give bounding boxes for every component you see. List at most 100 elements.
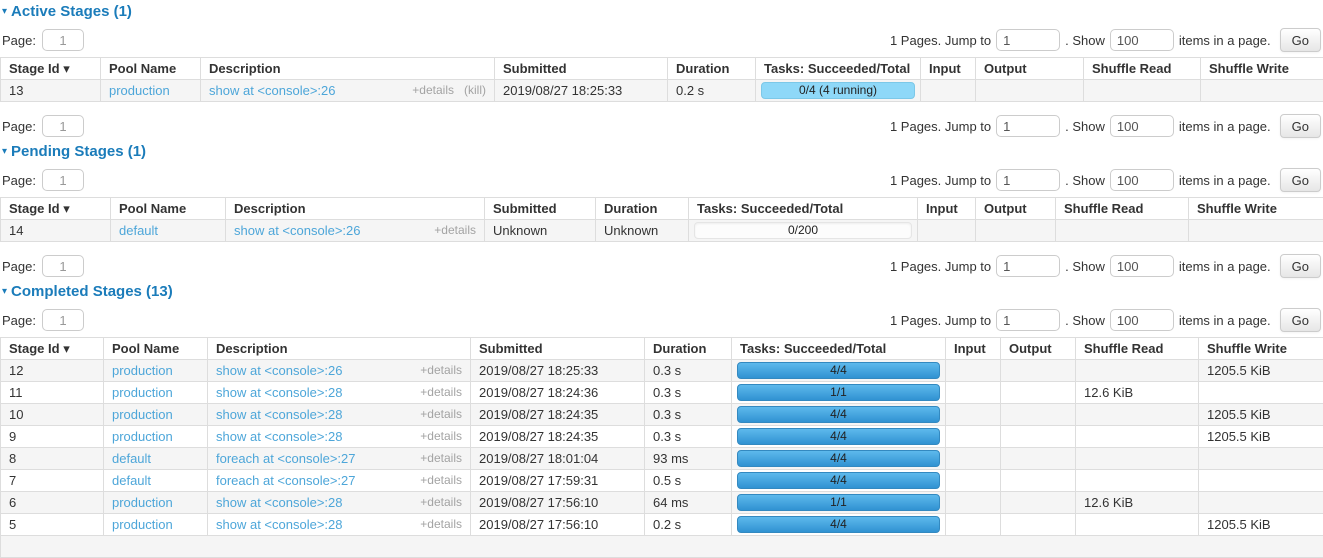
description-link[interactable]: show at <console>:28 xyxy=(216,517,342,532)
pool-name-cell: production xyxy=(104,382,208,404)
pool-name-link[interactable]: production xyxy=(109,83,170,98)
column-header-input[interactable]: Input xyxy=(921,58,976,80)
input-cell xyxy=(946,492,1001,514)
column-header-description[interactable]: Description xyxy=(201,58,495,80)
column-header-duration[interactable]: Duration xyxy=(668,58,756,80)
column-header-submitted[interactable]: Submitted xyxy=(485,198,596,220)
output-cell xyxy=(1001,448,1076,470)
description-link[interactable]: show at <console>:28 xyxy=(216,407,342,422)
jump-to-page-input[interactable] xyxy=(996,29,1060,51)
description-link[interactable]: show at <console>:26 xyxy=(234,223,360,238)
input-cell xyxy=(946,470,1001,492)
column-header-stage-id[interactable]: Stage Id ▾ xyxy=(1,338,104,360)
column-header-label: Shuffle Read xyxy=(1084,341,1163,356)
go-button[interactable]: Go xyxy=(1280,28,1321,52)
page-size-input[interactable] xyxy=(1110,255,1174,277)
pool-name-link[interactable]: default xyxy=(112,473,151,488)
details-toggle-link[interactable]: +details xyxy=(420,473,462,488)
description-link[interactable]: foreach at <console>:27 xyxy=(216,473,356,488)
column-header-shuffle-read[interactable]: Shuffle Read xyxy=(1056,198,1189,220)
pages-info-label: 1 Pages. Jump to xyxy=(890,313,991,328)
column-header-label: Shuffle Write xyxy=(1207,341,1287,356)
page-number-input[interactable] xyxy=(42,115,84,137)
page-number-input[interactable] xyxy=(42,309,84,331)
jump-to-page-input[interactable] xyxy=(996,115,1060,137)
column-header-submitted[interactable]: Submitted xyxy=(471,338,645,360)
column-header-output[interactable]: Output xyxy=(1001,338,1076,360)
pool-name-link[interactable]: production xyxy=(112,407,173,422)
pool-name-link[interactable]: production xyxy=(112,495,173,510)
column-header-shuffle-write[interactable]: Shuffle Write xyxy=(1201,58,1323,80)
description-link[interactable]: show at <console>:26 xyxy=(216,363,342,378)
go-button[interactable]: Go xyxy=(1280,168,1321,192)
page-size-input[interactable] xyxy=(1110,309,1174,331)
output-cell xyxy=(1001,382,1076,404)
section-header-completed-stages[interactable]: ▾Completed Stages (13) xyxy=(2,283,1323,300)
column-header-input[interactable]: Input xyxy=(918,198,976,220)
page-number-input[interactable] xyxy=(42,255,84,277)
column-header-shuffle-read[interactable]: Shuffle Read xyxy=(1076,338,1199,360)
go-button[interactable]: Go xyxy=(1280,308,1321,332)
description-cell: show at <console>:26 +details xyxy=(208,360,471,382)
kill-stage-link[interactable]: (kill) xyxy=(464,83,486,98)
description-link[interactable]: show at <console>:28 xyxy=(216,429,342,444)
description-link[interactable]: show at <console>:28 xyxy=(216,385,342,400)
page-size-input[interactable] xyxy=(1110,115,1174,137)
column-header-description[interactable]: Description xyxy=(226,198,485,220)
pool-name-link[interactable]: default xyxy=(119,223,158,238)
description-link[interactable]: foreach at <console>:27 xyxy=(216,451,356,466)
stage-id-cell: 8 xyxy=(1,448,104,470)
column-header-shuffle-write[interactable]: Shuffle Write xyxy=(1199,338,1323,360)
column-header-input[interactable]: Input xyxy=(946,338,1001,360)
section-header-active-stages[interactable]: ▾Active Stages (1) xyxy=(2,3,1323,20)
details-toggle-link[interactable]: +details xyxy=(420,429,462,444)
column-header-duration[interactable]: Duration xyxy=(596,198,689,220)
go-button[interactable]: Go xyxy=(1280,114,1321,138)
pager-right: 1 Pages. Jump to. Showitems in a page.Go xyxy=(890,254,1321,278)
page-size-input[interactable] xyxy=(1110,169,1174,191)
column-header-tasks-succeeded-total[interactable]: Tasks: Succeeded/Total xyxy=(732,338,946,360)
go-button[interactable]: Go xyxy=(1280,254,1321,278)
column-header-shuffle-read[interactable]: Shuffle Read xyxy=(1084,58,1201,80)
details-toggle-link[interactable]: +details xyxy=(420,495,462,510)
column-header-shuffle-write[interactable]: Shuffle Write xyxy=(1189,198,1323,220)
details-toggle-link[interactable]: +details xyxy=(420,363,462,378)
column-header-duration[interactable]: Duration xyxy=(645,338,732,360)
column-header-pool-name[interactable]: Pool Name xyxy=(111,198,226,220)
details-toggle-link[interactable]: +details xyxy=(420,451,462,466)
column-header-output[interactable]: Output xyxy=(976,58,1084,80)
details-toggle-link[interactable]: +details xyxy=(412,83,454,98)
jump-to-page-input[interactable] xyxy=(996,169,1060,191)
description-link[interactable]: show at <console>:26 xyxy=(209,83,335,98)
column-header-output[interactable]: Output xyxy=(976,198,1056,220)
description-link[interactable]: show at <console>:28 xyxy=(216,495,342,510)
page-number-input[interactable] xyxy=(42,169,84,191)
jump-to-page-input[interactable] xyxy=(996,255,1060,277)
section-header-pending-stages[interactable]: ▾Pending Stages (1) xyxy=(2,143,1323,160)
pool-name-link[interactable]: production xyxy=(112,385,173,400)
column-header-stage-id[interactable]: Stage Id ▾ xyxy=(1,198,111,220)
pool-name-link[interactable]: production xyxy=(112,429,173,444)
jump-to-page-input[interactable] xyxy=(996,309,1060,331)
details-toggle-link[interactable]: +details xyxy=(420,407,462,422)
pool-name-link[interactable]: production xyxy=(112,517,173,532)
column-header-submitted[interactable]: Submitted xyxy=(495,58,668,80)
page-number-input[interactable] xyxy=(42,29,84,51)
details-toggle-link[interactable]: +details xyxy=(434,223,476,238)
column-header-stage-id[interactable]: Stage Id ▾ xyxy=(1,58,101,80)
column-header-tasks-succeeded-total[interactable]: Tasks: Succeeded/Total xyxy=(689,198,918,220)
pool-name-link[interactable]: production xyxy=(112,363,173,378)
column-header-label: Duration xyxy=(604,201,657,216)
column-header-tasks-succeeded-total[interactable]: Tasks: Succeeded/Total xyxy=(756,58,921,80)
tasks-cell: 1/1 xyxy=(732,492,946,514)
column-header-description[interactable]: Description xyxy=(208,338,471,360)
pool-name-link[interactable]: default xyxy=(112,451,151,466)
stage-id-cell: 7 xyxy=(1,470,104,492)
column-header-pool-name[interactable]: Pool Name xyxy=(104,338,208,360)
page-size-input[interactable] xyxy=(1110,29,1174,51)
details-toggle-link[interactable]: +details xyxy=(420,385,462,400)
details-toggle-link[interactable]: +details xyxy=(420,517,462,532)
duration-cell: 0.2 s xyxy=(645,514,732,536)
column-header-pool-name[interactable]: Pool Name xyxy=(101,58,201,80)
